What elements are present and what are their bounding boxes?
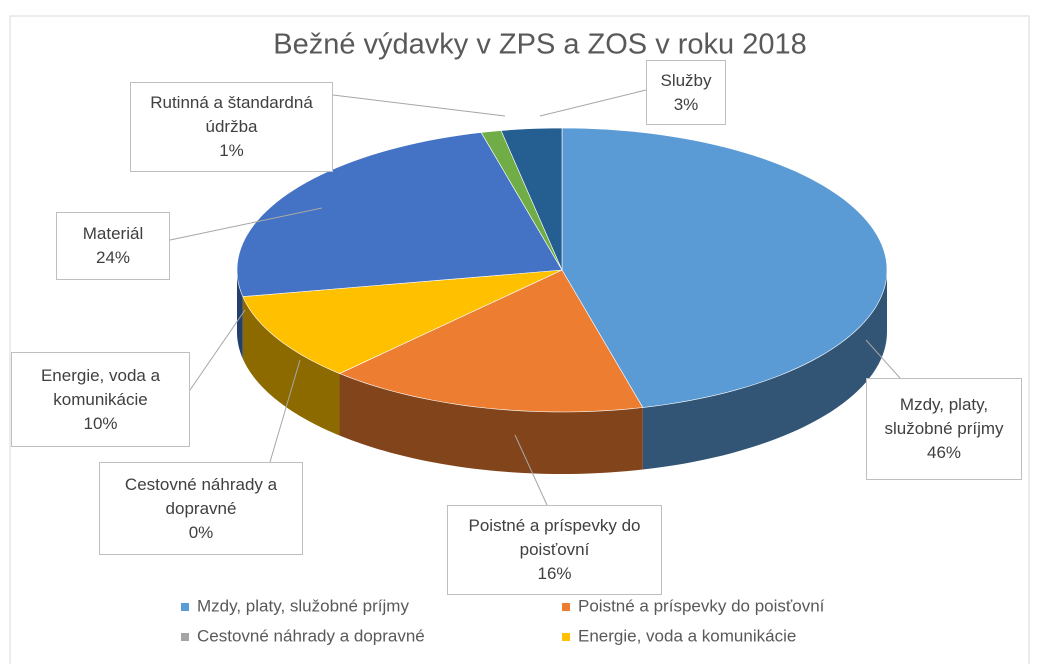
leader-line [865,339,901,379]
data-label-text: Materiál [82,224,144,243]
data-label-text: 24% [95,248,131,267]
legend-swatch [562,633,570,641]
data-label-text: 3% [673,94,699,114]
slice [236,132,563,297]
data-label: Rutinná a štandardná údržba 1% [130,82,333,172]
data-label: Mzdy, platy, služobné príjmy 46% [866,378,1022,480]
slice-sides [237,270,887,474]
data-label-text: Cestovné náhrady a dopravné [124,474,278,518]
slice-side [237,270,243,359]
slice-side [242,296,340,436]
data-label-text: Služby [660,70,712,90]
data-label-text: 1% [219,141,244,160]
legend-swatch [562,603,570,611]
slice [500,127,563,271]
chart-title: Bežné výdavky v ZPS a ZOS v roku 2018 [273,29,807,61]
slice-side [339,373,643,474]
data-label-text: Mzdy, platy, služobné príjmy [884,395,1004,438]
legend-label: Mzdy, platy, služobné príjmy [197,596,409,615]
legend-label: Energie, voda a komunikácie [578,626,796,645]
data-label-text: 46% [926,443,962,462]
data-label: Energie, voda a komunikácie 10% [11,352,190,447]
slice-tops [236,127,888,413]
slice [338,269,644,413]
slice-side [642,270,887,470]
data-label-text: 16% [537,564,572,583]
leader-line [189,309,246,391]
data-label-text: Poistné a príspevky do poisťovní [468,516,641,559]
data-label-text: Energie, voda a komunikácie [40,365,161,409]
data-label-text: 0% [188,522,214,542]
slice [242,269,563,374]
leader-line [332,94,506,117]
legend-label: Poistné a príspevky do poisťovní [578,596,825,615]
data-label-text: Rutinná a štandardná údržba [150,93,313,136]
leader-line [169,207,323,241]
slice [561,127,888,408]
data-label: Poistné a príspevky do poisťovní 16% [447,505,662,595]
data-label: Služby 3% [646,60,726,125]
legend-swatch [181,633,189,641]
legend-label: Cestovné náhrady a dopravné [197,626,425,645]
data-label: Materiál 24% [56,212,170,280]
data-label: Cestovné náhrady a dopravné 0% [99,462,303,555]
chart-border [9,15,1030,664]
leader-line [269,359,301,463]
data-label-text: 10% [83,413,118,433]
leader-line [514,434,548,506]
legend-swatch [181,603,189,611]
leader-line [539,89,647,117]
